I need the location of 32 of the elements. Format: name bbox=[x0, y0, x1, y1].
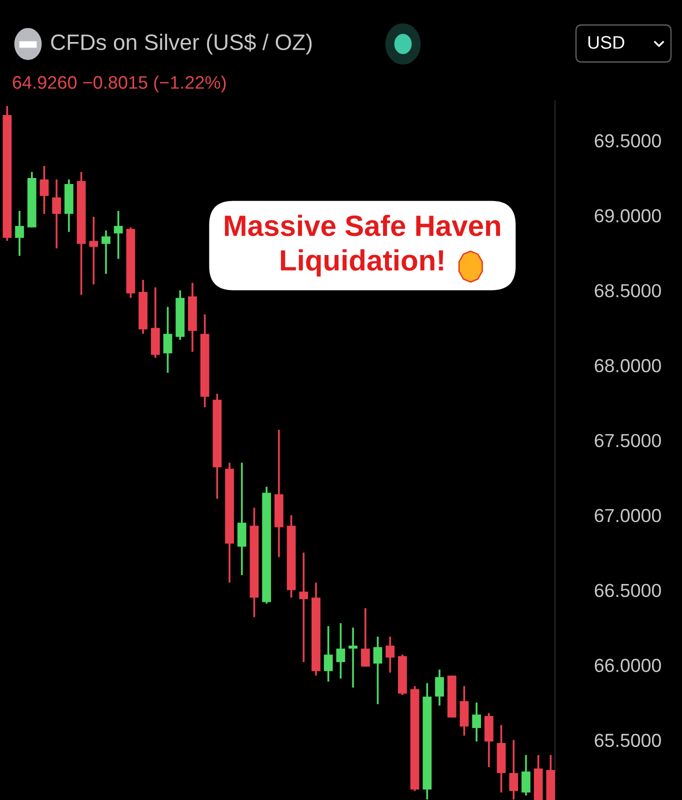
candlestick bbox=[348, 626, 358, 688]
y-tick-label: 69.0000 bbox=[594, 209, 661, 222]
annotation: Massive Safe Haven Liquidation! bbox=[224, 214, 500, 276]
chart-title: CFDs on Silver (US$ / OZ) bbox=[51, 33, 312, 55]
text: USD bbox=[588, 36, 624, 49]
chart-subtitle: 64.9260 −0.8015 (−1.22%) bbox=[12, 76, 226, 92]
y-tick-label: 66.5000 bbox=[594, 584, 661, 598]
candlestick bbox=[163, 306, 172, 374]
y-tick-label: 67.5000 bbox=[594, 434, 661, 448]
candlestick bbox=[509, 739, 518, 800]
candlestick bbox=[237, 462, 246, 576]
candlestick bbox=[472, 702, 482, 742]
candlestick bbox=[89, 216, 98, 286]
y-tick-label: 68.5000 bbox=[594, 284, 661, 298]
candlestick bbox=[324, 625, 333, 682]
candlestick bbox=[299, 552, 308, 664]
y-tick-label: 68.0000 bbox=[594, 359, 661, 372]
candlestick bbox=[522, 754, 530, 796]
y-tick-label: 67.0000 bbox=[594, 508, 661, 522]
candlestick bbox=[386, 636, 395, 674]
candlestick bbox=[40, 165, 49, 215]
y-tick-label: 65.5000 bbox=[594, 734, 661, 748]
candlestick bbox=[373, 636, 382, 705]
candlestick bbox=[336, 622, 346, 680]
candlestick bbox=[52, 178, 62, 250]
candlestick bbox=[435, 668, 444, 706]
candlestick bbox=[114, 210, 123, 260]
y-tick-label: 69.5000 bbox=[594, 134, 661, 148]
y-tick-label: 66.0000 bbox=[594, 658, 661, 672]
candlestick bbox=[360, 607, 370, 668]
candlestick bbox=[102, 230, 110, 275]
candlestick bbox=[15, 210, 24, 257]
